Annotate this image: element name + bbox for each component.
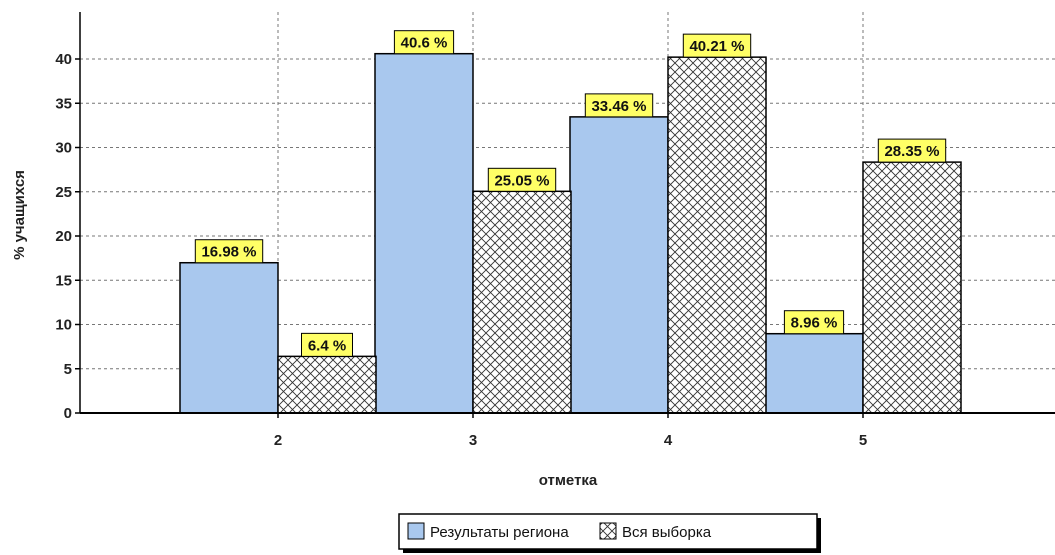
data-label-box — [682, 33, 752, 58]
y-tick-label: 30 — [55, 140, 72, 157]
data-label-box — [877, 138, 947, 163]
y-tick-label: 10 — [55, 317, 72, 334]
y-axis-title: % учащихся — [11, 170, 28, 260]
data-label-box — [783, 310, 845, 335]
bar-all-3 — [472, 190, 572, 414]
y-tick-label: 15 — [55, 272, 72, 289]
data-label-box — [584, 93, 654, 118]
data-label-box — [301, 332, 353, 357]
data-label-box — [487, 167, 557, 192]
data-label-box — [393, 30, 455, 55]
x-tick-label: 2 — [274, 432, 282, 449]
legend-label-all: Вся выборка — [622, 524, 712, 541]
x-axis-title: отметка — [539, 472, 598, 489]
legend-label-region: Результаты региона — [430, 524, 569, 541]
y-tick-label: 0 — [64, 405, 72, 422]
legend-swatch-region — [407, 522, 425, 540]
data-label: 25.05 % — [494, 172, 549, 189]
legend-swatch-all — [599, 522, 617, 540]
data-label: 28.35 % — [884, 143, 939, 160]
data-label: 33.46 % — [591, 98, 646, 115]
y-tick-label: 40 — [55, 51, 72, 68]
y-tick-label: 35 — [55, 95, 72, 112]
bars — [179, 52, 962, 414]
legend: Результаты региона Вся выборка — [398, 513, 821, 553]
data-label: 40.21 % — [689, 38, 744, 55]
data-label: 6.4 % — [308, 337, 346, 354]
y-tick-label: 20 — [55, 228, 72, 245]
x-tick-label: 5 — [859, 432, 867, 449]
bar-region-4 — [569, 116, 669, 414]
data-labels: 16.98 % 40.6 % 33.46 % 8.96 % 6.4 % 25.05 % 40… — [194, 30, 947, 357]
data-label-box — [194, 239, 264, 264]
y-tick-label: 25 — [55, 184, 72, 201]
x-tick-label: 3 — [469, 432, 477, 449]
bar-all-2 — [277, 355, 377, 414]
bar-all-4 — [667, 56, 767, 414]
bar-region-3 — [374, 52, 474, 414]
data-label: 16.98 % — [201, 244, 256, 261]
bar-region-5 — [764, 332, 864, 414]
bar-region-2 — [179, 261, 279, 414]
bar-all-5 — [862, 161, 962, 414]
x-tick-label: 4 — [664, 432, 673, 449]
axes: 0 5 10 15 20 25 30 35 40 2 3 4 5 — [55, 12, 1055, 449]
data-label: 8.96 % — [791, 315, 838, 332]
data-label: 40.6 % — [401, 35, 448, 52]
y-tick-label: 5 — [64, 361, 72, 378]
